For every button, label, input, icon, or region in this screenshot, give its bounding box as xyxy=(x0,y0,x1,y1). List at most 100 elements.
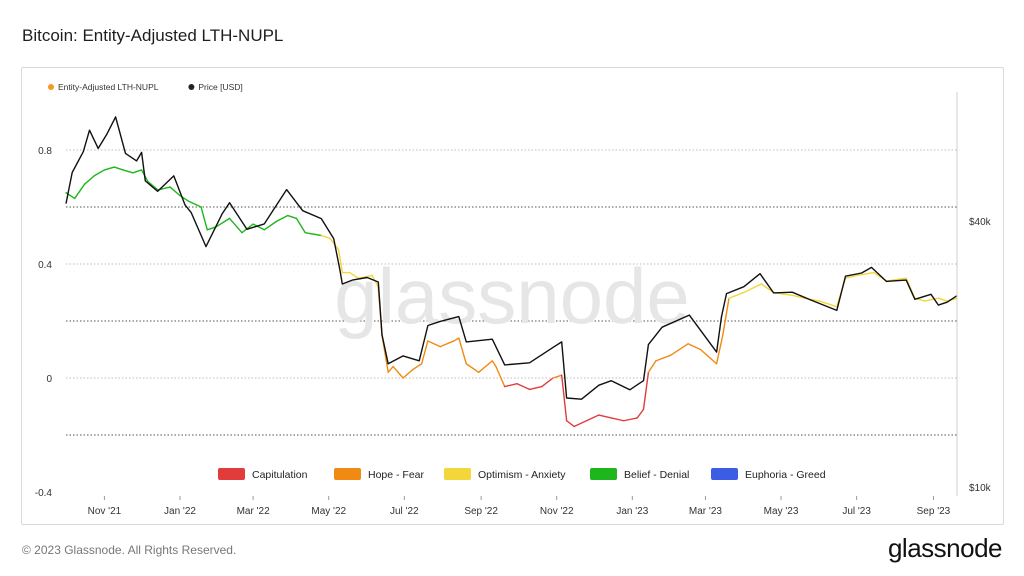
nupl-segment xyxy=(655,354,672,362)
nupl-segment xyxy=(169,186,181,197)
nupl-segment xyxy=(93,169,106,177)
nupl-segment xyxy=(743,283,762,294)
legend-top-dot xyxy=(188,84,195,90)
nupl-segment xyxy=(412,363,423,371)
plot-area xyxy=(65,116,958,428)
nupl-segment xyxy=(263,220,278,231)
page-title: Bitcoin: Entity-Adjusted LTH-NUPL xyxy=(22,26,284,45)
nupl-segment xyxy=(491,360,497,368)
x-tick-label: Mar '23 xyxy=(689,506,722,517)
nupl-segment xyxy=(83,174,96,185)
x-tick-label: Jul '23 xyxy=(842,506,871,517)
price-line xyxy=(65,116,958,400)
legend-bottom-label: Optimism - Anxiety xyxy=(478,469,566,481)
nupl-segment xyxy=(206,226,217,231)
grid-lines xyxy=(66,149,957,436)
nupl-segment xyxy=(598,414,612,419)
nupl-segment xyxy=(228,217,243,234)
nupl-segment xyxy=(503,383,518,388)
x-tick-label: Jan '22 xyxy=(164,506,196,517)
nupl-segment xyxy=(337,249,344,274)
y-left-tick-label: 0.4 xyxy=(38,260,52,271)
nupl-segment xyxy=(541,377,554,388)
glassnode-logo: glassnode xyxy=(887,533,1003,563)
nupl-segment xyxy=(699,348,718,365)
nupl-segment xyxy=(560,374,568,422)
y-left-tick-label: 0 xyxy=(46,374,52,385)
nupl-segment xyxy=(349,271,360,279)
nupl-segment xyxy=(565,420,575,428)
y-left-tick-label: 0.8 xyxy=(38,146,52,157)
nupl-segment xyxy=(728,291,745,299)
nupl-segment xyxy=(392,365,404,379)
nupl-segment xyxy=(722,297,730,336)
nupl-segment xyxy=(937,297,948,302)
watermark: glassnode xyxy=(334,252,690,340)
x-tick-label: Sep '23 xyxy=(917,506,951,517)
nupl-segment xyxy=(687,343,702,351)
nupl-segment xyxy=(357,274,373,279)
chart-svg[interactable]: glassnode Entity-Adjusted LTH-NUPL Price … xyxy=(22,68,1003,524)
legend-top: Entity-Adjusted LTH-NUPL Price [USD] xyxy=(48,82,243,92)
nupl-segment xyxy=(528,385,543,391)
nupl-segment xyxy=(647,360,657,373)
legend-swatch xyxy=(444,468,471,480)
nupl-segment xyxy=(516,383,531,391)
nupl-segment xyxy=(585,414,600,422)
nupl-segment xyxy=(387,365,394,373)
nupl-segment xyxy=(610,417,625,422)
nupl-segment xyxy=(642,371,650,411)
nupl-segment xyxy=(147,180,159,191)
legend-bottom-label: Belief - Denial xyxy=(624,469,689,481)
nupl-segment xyxy=(122,169,134,174)
copyright: © 2023 Glassnode. All Rights Reserved. xyxy=(22,543,237,557)
legend-bottom-label: Hope - Fear xyxy=(368,469,425,481)
nupl-segment xyxy=(304,231,322,237)
y-right-tick-label: $40k xyxy=(969,217,992,228)
legend-swatch xyxy=(218,468,245,480)
legend-top-dot xyxy=(48,84,54,90)
x-tick-label: Mar '22 xyxy=(237,506,270,517)
nupl-segment xyxy=(670,343,689,356)
legend-top-label: Price [USD] xyxy=(198,82,242,92)
nupl-segment xyxy=(215,217,231,228)
nupl-segment xyxy=(420,340,429,365)
nupl-segment xyxy=(622,417,638,422)
nupl-segment xyxy=(573,420,588,428)
nupl-segment xyxy=(113,166,124,171)
nupl-segment xyxy=(287,214,298,220)
x-tick-label: May '23 xyxy=(764,506,799,517)
nupl-segment xyxy=(200,206,208,231)
y-right-tick-label: $10k xyxy=(969,483,992,494)
legend-bottom-label: Capitulation xyxy=(252,469,308,481)
nupl-segment xyxy=(818,300,838,308)
x-tick-label: Jul '22 xyxy=(390,506,419,517)
nupl-segment xyxy=(844,274,858,279)
legend-bottom: Capitulation Hope - Fear Optimism - Anxiet… xyxy=(218,468,826,481)
nupl-segment xyxy=(791,294,806,299)
nupl-segment xyxy=(427,340,441,348)
nupl-segment xyxy=(439,340,455,348)
legend-top-label: Entity-Adjusted LTH-NUPL xyxy=(58,82,159,92)
legend-bottom-label: Euphoria - Greed xyxy=(745,469,826,481)
x-tick-label: May '22 xyxy=(311,506,346,517)
nupl-segment xyxy=(855,271,875,277)
legend-swatch xyxy=(334,468,361,480)
nupl-segment xyxy=(453,337,460,342)
nupl-segment xyxy=(465,363,480,373)
nupl-segment xyxy=(552,374,563,379)
nupl-segment xyxy=(495,365,506,388)
nupl-segment xyxy=(132,169,143,174)
nupl-segment xyxy=(252,223,265,231)
x-tick-label: Nov '22 xyxy=(540,506,574,517)
nupl-segment xyxy=(187,200,202,208)
axes: 0.8 0.4 0 -0.4 $40k $10k Nov '21 Jan '22 Mar '22… xyxy=(35,92,992,517)
nupl-segment xyxy=(636,408,645,419)
nupl-segment xyxy=(477,360,493,373)
nupl-segment xyxy=(402,368,414,379)
x-tick-label: Sep '22 xyxy=(464,506,498,517)
nupl-segment xyxy=(103,166,116,171)
chart-card: glassnode Entity-Adjusted LTH-NUPL Price … xyxy=(21,67,1004,525)
x-tick-label: Jan '23 xyxy=(616,506,648,517)
nupl-segment xyxy=(275,214,289,222)
